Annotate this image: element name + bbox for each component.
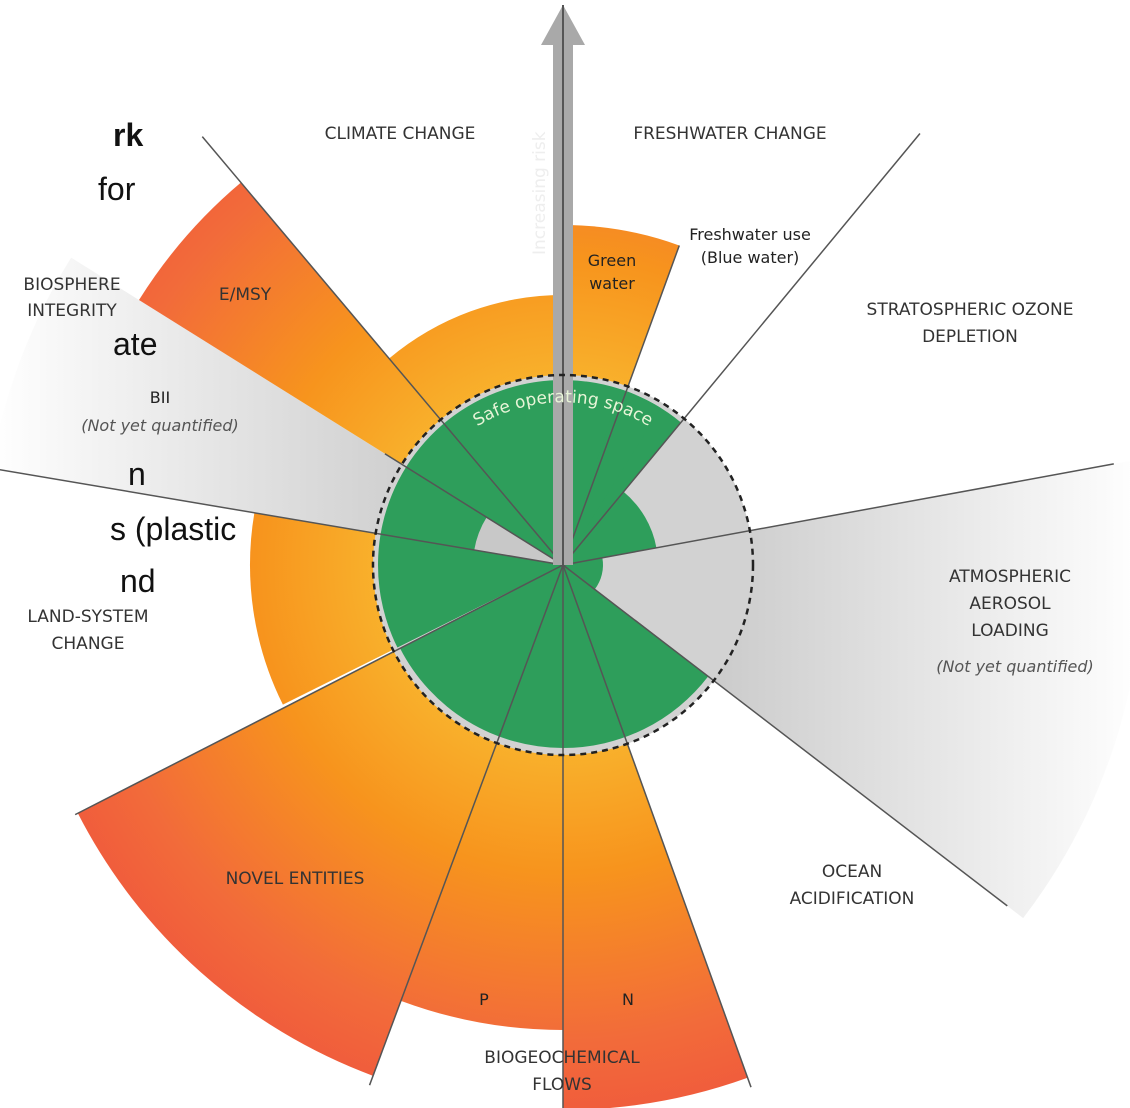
- divider-lines: [0, 133, 1114, 1108]
- label: LAND-SYSTEM: [27, 607, 148, 627]
- label: BIOSPHERE: [23, 275, 120, 295]
- label: DEPLETION: [922, 327, 1018, 347]
- label: OCEAN: [822, 862, 882, 882]
- label: water: [589, 274, 635, 293]
- increasing-risk: Increasing risk: [530, 131, 550, 255]
- safe-wedge: [563, 389, 662, 565]
- cut-text: rk: [113, 117, 143, 153]
- label: BIOGEOCHEMICAL: [484, 1048, 640, 1068]
- label: N: [622, 990, 634, 1009]
- safe-boundary: [371, 373, 755, 757]
- divider: [562, 245, 680, 566]
- label: E/MSY: [219, 285, 272, 305]
- label: INTEGRITY: [27, 301, 117, 321]
- divider: [201, 136, 564, 566]
- divider: [562, 564, 752, 1088]
- label: Freshwater use: [689, 225, 811, 244]
- divider: [74, 564, 564, 816]
- divider: [562, 564, 1008, 907]
- label: (Not yet quantified): [81, 416, 239, 435]
- label: STRATOSPHERIC OZONE: [867, 300, 1074, 320]
- label: CHANGE: [52, 634, 125, 654]
- safe-wedge: [563, 565, 709, 748]
- cut-text: ate: [113, 326, 157, 362]
- cut-text: for: [98, 171, 136, 207]
- label: (Blue water): [701, 248, 800, 267]
- label: NOVEL ENTITIES: [226, 869, 365, 889]
- divider: [384, 453, 564, 566]
- safe-wedge: [563, 491, 657, 565]
- label: ATMOSPHERIC: [949, 567, 1071, 587]
- label: P: [479, 990, 489, 1009]
- label: AEROSOL: [969, 594, 1051, 614]
- label: ACIDIFICATION: [790, 889, 915, 909]
- safe-wedge: [400, 565, 563, 748]
- safe-wedge: [563, 557, 603, 590]
- label: CLIMATE CHANGE: [325, 124, 476, 144]
- cut-text: nd: [120, 563, 156, 599]
- label: FRESHWATER CHANGE: [633, 124, 826, 144]
- label: LOADING: [971, 621, 1049, 641]
- divider: [0, 469, 564, 566]
- divider: [368, 564, 564, 1086]
- cut-text: s (plastic: [110, 511, 236, 547]
- label: FLOWS: [532, 1075, 592, 1095]
- cut-text: n: [128, 456, 146, 492]
- label: Green: [588, 251, 636, 270]
- divider: [562, 133, 921, 566]
- divider: [562, 463, 1114, 566]
- label: BII: [150, 388, 170, 407]
- label: (Not yet quantified): [936, 657, 1094, 676]
